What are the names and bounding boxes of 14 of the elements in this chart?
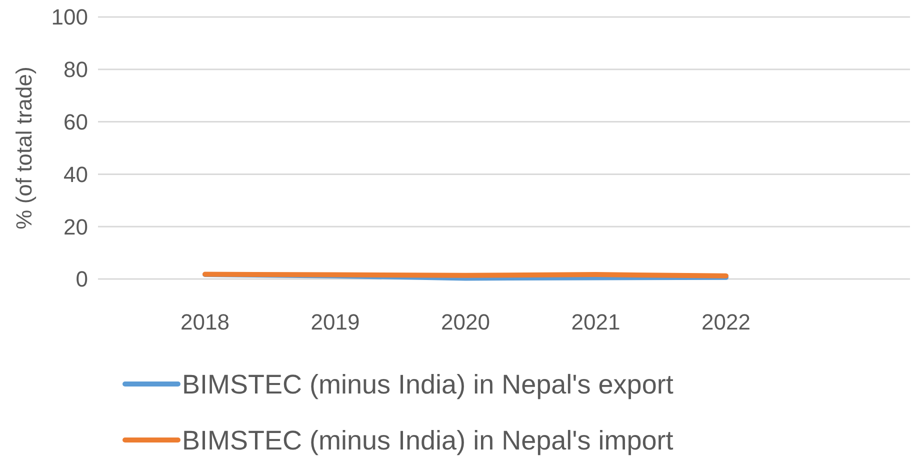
y-axis-title: % (of total trade) <box>12 66 37 230</box>
y-tick-label: 80 <box>64 57 88 82</box>
x-tick-label: 2021 <box>571 310 620 335</box>
x-tick-label: 2019 <box>310 310 360 335</box>
x-tick-label: 2022 <box>702 310 750 335</box>
y-tick-label: 40 <box>64 162 88 187</box>
legend-label: BIMSTEC (minus India) in Nepal's import <box>182 425 674 456</box>
y-tick-label: 0 <box>76 266 88 292</box>
y-tick-label: 100 <box>51 4 88 30</box>
x-tick-label: 2020 <box>441 310 490 335</box>
y-tick-label: 60 <box>64 110 88 134</box>
x-tick-label: 2018 <box>180 310 230 335</box>
y-tick-label: 20 <box>64 214 88 240</box>
legend-label: BIMSTEC (minus India) in Nepal's export <box>182 369 674 400</box>
